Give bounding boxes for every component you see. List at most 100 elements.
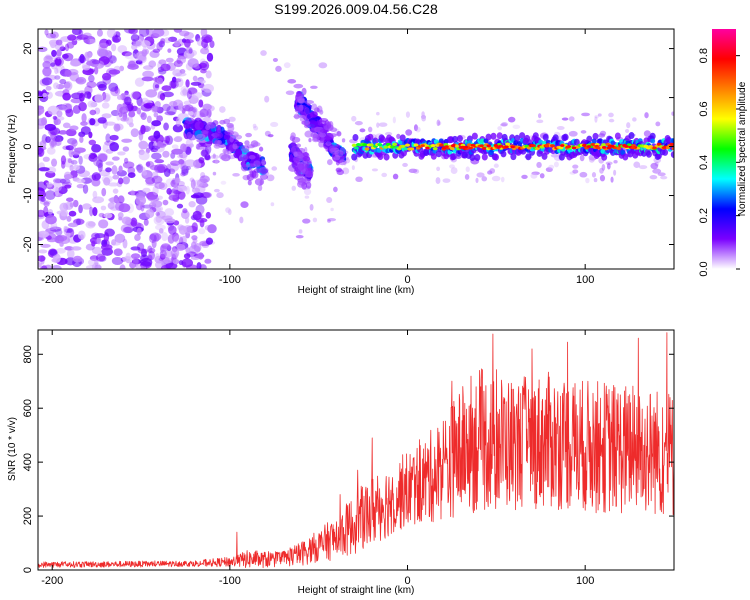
spectrogram-cell (69, 143, 76, 151)
spectrogram-cell (187, 87, 198, 95)
spectrogram-cell (188, 143, 194, 148)
snr-frame (37, 329, 675, 571)
spectrogram-cell (85, 264, 98, 269)
spectrogram-cell (408, 168, 418, 174)
spectrogram-cell (335, 167, 343, 173)
spectrogram-cell (77, 230, 86, 240)
spectrogram-cell (104, 228, 115, 237)
spectrogram-cell (107, 202, 115, 210)
spectrogram-cell (168, 225, 177, 235)
snr-x-tick-label: 100 (576, 575, 594, 587)
spectrogram-cell (371, 168, 379, 172)
spectrogram-cell (304, 195, 310, 199)
spectrogram-cell (62, 92, 71, 101)
spectrogram-cell (178, 30, 190, 37)
spectrogram-cell (436, 119, 441, 127)
spectrogram-cell (88, 74, 95, 83)
spectrogram-cell (258, 167, 269, 175)
spectrogram-cell (383, 145, 389, 149)
spectrogram-cell (91, 172, 101, 181)
spectrogram-cell (42, 60, 52, 69)
spectrogram-cell (301, 87, 307, 96)
spectrogram-cell (178, 158, 185, 165)
spectrogram-y-tick-label: -10 (22, 188, 34, 204)
spectrogram-cell (91, 59, 101, 65)
spectrogram-cell (132, 256, 139, 267)
snr-y-tick-label: 0 (22, 567, 34, 573)
spectrogram-cell (86, 60, 94, 66)
spectrogram-cell (105, 167, 112, 173)
spectrogram-cell (44, 123, 56, 131)
spectrogram-cell (660, 175, 668, 180)
spectrogram-cell (327, 219, 331, 223)
spectrogram-cell (155, 253, 160, 261)
spectrogram-cell (154, 101, 161, 108)
spectrogram-cell (40, 265, 48, 269)
spectrogram-cell (544, 144, 550, 148)
spectrogram-cell (325, 141, 332, 146)
spectrogram-cell (140, 112, 147, 120)
spectrogram-cell (490, 132, 497, 140)
spectrogram-cell (171, 76, 177, 83)
spectrogram-cell (67, 222, 79, 228)
spectrogram-cell (594, 115, 599, 119)
spectrogram-cell (111, 43, 117, 52)
spectrogram-cell (437, 121, 442, 126)
spectrogram-cell (45, 182, 53, 188)
spectrogram-cell (69, 164, 74, 172)
spectrogram-cell (45, 91, 53, 99)
spectrogram-cell (376, 111, 380, 116)
spectrogram-cell (81, 113, 87, 123)
spectrogram-cell (191, 222, 198, 233)
spectrogram-cell (148, 60, 157, 68)
spectrogram-cell (622, 153, 629, 161)
spectrogram-cell (87, 100, 95, 108)
spectrogram-cell (579, 154, 585, 162)
spectrogram-cell (157, 195, 163, 200)
spectrogram-cell (253, 125, 259, 131)
spectrogram-cell (204, 224, 213, 231)
spectrogram-cell (91, 174, 97, 181)
spectrogram-cell (486, 144, 491, 148)
spectrogram-cell (504, 145, 509, 149)
spectrogram-cell (291, 136, 301, 143)
spectrogram-cell (111, 156, 120, 161)
spectrogram-cell (149, 164, 160, 171)
spectrogram-cell (58, 186, 68, 195)
spectrogram-cell (586, 145, 592, 148)
spectrogram-cell (519, 132, 526, 140)
spectrogram-cell (496, 132, 503, 140)
spectrogram-cell (69, 125, 79, 131)
spectrogram-cell (405, 111, 410, 118)
spectrogram-cell (135, 59, 143, 65)
spectrogram-cell (116, 111, 121, 121)
spectrogram-cell (43, 201, 50, 207)
spectrogram-cell (435, 177, 441, 185)
spectrogram-cell (430, 152, 437, 160)
spectrogram-cell (510, 153, 517, 161)
spectrogram-cell (103, 212, 113, 219)
spectrogram-cell (430, 143, 436, 148)
spectrogram-cell (158, 228, 164, 234)
spectrogram-cell (75, 76, 87, 85)
spectrogram-cell (103, 50, 112, 58)
spectrogram-cell (183, 253, 191, 259)
spectrogram-cell (127, 63, 139, 70)
spectrogram-cell (147, 245, 153, 254)
spectrogram-cell (117, 45, 128, 54)
spectrogram-cell (180, 143, 187, 153)
spectrogram-cell (72, 153, 80, 159)
spectrogram-cell (156, 141, 163, 148)
spectrogram-cell (54, 75, 61, 80)
spectrogram-cell (671, 147, 674, 151)
spectrogram-cell (352, 133, 359, 141)
snr-y-tick-label: 400 (22, 453, 34, 471)
spectrogram-cell (579, 171, 588, 178)
spectrogram-cell (165, 57, 174, 63)
spectrogram-cell (193, 92, 203, 99)
spectrogram-cell (43, 206, 49, 216)
spectrogram-cell (402, 162, 408, 167)
spectrogram-cell (228, 116, 236, 122)
spectrogram-cell (121, 138, 133, 143)
